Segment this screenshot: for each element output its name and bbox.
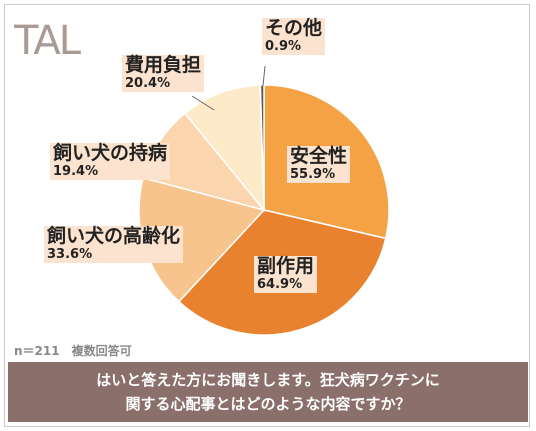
slice-pct-cost: 20.4% bbox=[125, 75, 171, 91]
label-side-effect: 副作用 64.9% bbox=[254, 255, 318, 293]
logo-text: TAL bbox=[14, 18, 82, 60]
sample-note: n＝211 複数回答可 bbox=[14, 344, 132, 358]
slice-pct-chronic: 19.4% bbox=[53, 163, 99, 179]
card-border bbox=[4, 4, 530, 427]
question-line-1: はいと答えた方にお聞きします。狂犬病ワクチンに bbox=[96, 371, 440, 389]
leader-line-other bbox=[262, 65, 266, 87]
slice-label-chronic: 飼い犬の持病 bbox=[53, 142, 168, 164]
label-other: その他 0.9% bbox=[262, 17, 326, 55]
question-line-2: 関する心配事とはどのような内容ですか？ bbox=[125, 395, 411, 413]
slice-pct-side-effect: 64.9% bbox=[257, 276, 303, 292]
slice-pct-aging: 33.6% bbox=[47, 246, 93, 262]
label-safety: 安全性 55.9% bbox=[287, 145, 351, 183]
pie-slice-other bbox=[259, 84, 265, 211]
slice-label-side-effect: 副作用 bbox=[257, 255, 315, 277]
slice-label-other: その他 bbox=[265, 17, 323, 39]
label-aging: 飼い犬の高齢化 33.6% bbox=[44, 225, 184, 263]
slice-pct-safety: 55.9% bbox=[290, 166, 336, 182]
question-banner: はいと答えた方にお聞きします。狂犬病ワクチンに 関する心配事とはどのような内容で… bbox=[8, 362, 528, 422]
slice-pct-other: 0.9% bbox=[265, 38, 302, 54]
slice-label-aging: 飼い犬の高齢化 bbox=[47, 225, 181, 247]
label-chronic: 飼い犬の持病 19.4% bbox=[50, 142, 171, 180]
tal-logo: TAL bbox=[14, 18, 84, 60]
slice-label-cost: 費用負担 bbox=[125, 54, 202, 76]
slice-label-safety: 安全性 bbox=[290, 145, 348, 167]
pie-slice-cost bbox=[183, 84, 265, 213]
label-cost: 費用負担 20.4% bbox=[122, 54, 205, 92]
leader-line-cost bbox=[191, 95, 215, 111]
